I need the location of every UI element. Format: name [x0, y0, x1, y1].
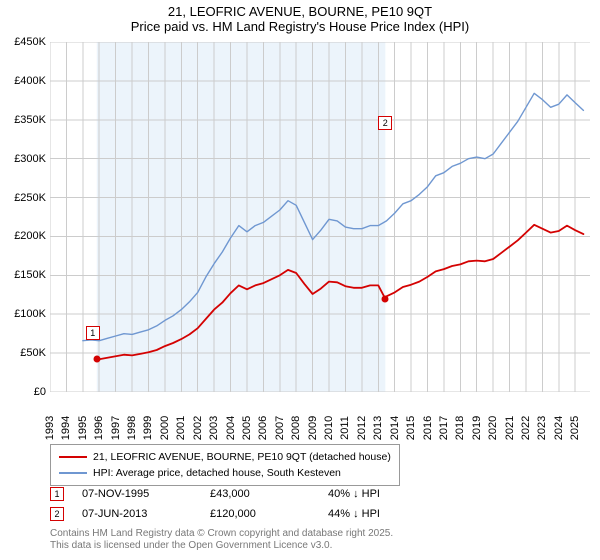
x-tick-label: 2017: [438, 416, 450, 440]
x-tick-label: 2000: [159, 416, 171, 440]
x-tick-label: 2002: [192, 416, 204, 440]
y-tick-label: £250K: [14, 192, 46, 204]
x-tick-label: 1995: [77, 416, 89, 440]
y-tick-label: £400K: [14, 75, 46, 87]
x-tick-label: 2016: [422, 416, 434, 440]
sale-price: £120,000: [210, 504, 310, 524]
x-tick-label: 1998: [126, 416, 138, 440]
x-tick-label: 2010: [323, 416, 335, 440]
footer-line2: This data is licensed under the Open Gov…: [50, 540, 393, 552]
x-tick-label: 1994: [60, 416, 72, 440]
legend-label: 21, LEOFRIC AVENUE, BOURNE, PE10 9QT (de…: [93, 449, 391, 465]
sale-row-marker: 2: [50, 507, 64, 521]
legend: 21, LEOFRIC AVENUE, BOURNE, PE10 9QT (de…: [50, 444, 400, 486]
x-tick-label: 2012: [356, 416, 368, 440]
chart-area: £0 £50K £100K £150K £200K £250K £300K £350K £400…: [0, 36, 600, 436]
footer-line1: Contains HM Land Registry data © Crown c…: [50, 528, 393, 540]
x-tick-label: 2013: [372, 416, 384, 440]
x-tick-label: 2008: [290, 416, 302, 440]
sale-row: 2 07-JUN-2013 £120,000 44% ↓ HPI: [50, 504, 428, 524]
legend-label: HPI: Average price, detached house, Sout…: [93, 465, 341, 481]
y-tick-label: £0: [34, 386, 46, 398]
sale-price: £43,000: [210, 484, 310, 504]
y-tick-label: £300K: [14, 153, 46, 165]
sales-table: 1 07-NOV-1995 £43,000 40% ↓ HPI 2 07-JUN-2013…: [50, 484, 428, 524]
x-tick-label: 2001: [175, 416, 187, 440]
legend-row: HPI: Average price, detached house, Sout…: [59, 465, 391, 481]
x-tick-label: 2025: [569, 416, 581, 440]
x-tick-label: 2024: [553, 416, 565, 440]
sale-delta: 40% ↓ HPI: [328, 484, 428, 504]
title-block: 21, LEOFRIC AVENUE, BOURNE, PE10 9QT Pri…: [0, 0, 600, 36]
x-tick-label: 1993: [44, 416, 56, 440]
sale-row: 1 07-NOV-1995 £43,000 40% ↓ HPI: [50, 484, 428, 504]
x-tick-label: 2020: [487, 416, 499, 440]
x-tick-label: 2009: [307, 416, 319, 440]
x-tick-label: 2019: [471, 416, 483, 440]
x-tick-label: 2005: [241, 416, 253, 440]
y-axis: £0£50K£100K£150K£200K£250K£300K£350K£400…: [0, 42, 48, 392]
plot-svg: [50, 42, 590, 392]
x-tick-label: 2015: [405, 416, 417, 440]
y-tick-label: £100K: [14, 308, 46, 320]
x-axis: 1993199419951996199719981999200020012002…: [50, 396, 590, 436]
x-tick-label: 2011: [339, 416, 351, 440]
x-tick-label: 2023: [536, 416, 548, 440]
x-tick-label: 1999: [142, 416, 154, 440]
legend-swatch: [59, 472, 87, 474]
legend-row: 21, LEOFRIC AVENUE, BOURNE, PE10 9QT (de…: [59, 449, 391, 465]
x-tick-label: 2021: [504, 416, 516, 440]
x-tick-label: 2004: [225, 416, 237, 440]
y-tick-label: £450K: [14, 36, 46, 48]
sale-date: 07-NOV-1995: [82, 484, 192, 504]
x-tick-label: 2006: [257, 416, 269, 440]
y-tick-label: £350K: [14, 114, 46, 126]
y-tick-label: £150K: [14, 269, 46, 281]
footer-attribution: Contains HM Land Registry data © Crown c…: [50, 528, 393, 552]
x-tick-label: 2014: [389, 416, 401, 440]
y-tick-label: £200K: [14, 230, 46, 242]
x-tick-label: 2003: [208, 416, 220, 440]
sale-delta: 44% ↓ HPI: [328, 504, 428, 524]
y-tick-label: £50K: [20, 347, 46, 359]
x-tick-label: 2018: [454, 416, 466, 440]
sale-row-marker: 1: [50, 487, 64, 501]
x-tick-label: 2007: [274, 416, 286, 440]
x-tick-label: 1997: [110, 416, 122, 440]
title-subtitle: Price paid vs. HM Land Registry's House …: [0, 19, 600, 34]
legend-swatch: [59, 456, 87, 458]
chart-container: 21, LEOFRIC AVENUE, BOURNE, PE10 9QT Pri…: [0, 0, 600, 560]
title-address: 21, LEOFRIC AVENUE, BOURNE, PE10 9QT: [0, 4, 600, 19]
x-tick-label: 2022: [520, 416, 532, 440]
x-tick-label: 1996: [93, 416, 105, 440]
sale-date: 07-JUN-2013: [82, 504, 192, 524]
